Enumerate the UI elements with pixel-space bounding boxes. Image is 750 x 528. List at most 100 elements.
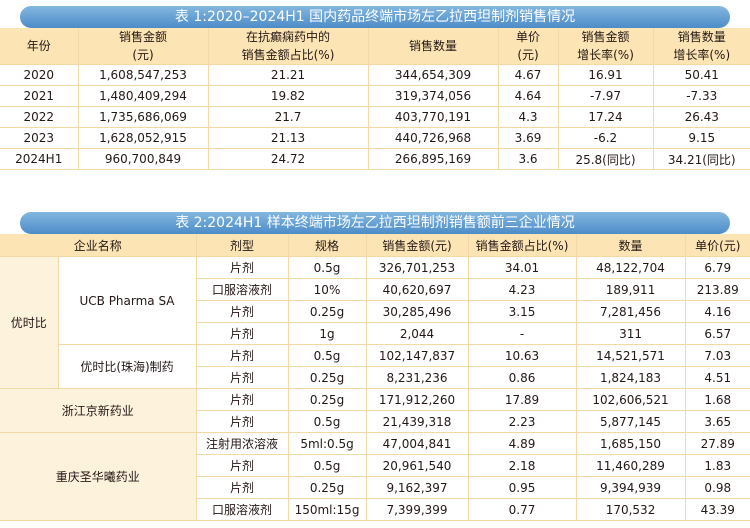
table-cell: 7,281,456 [575,300,686,323]
table-cell: 口服溶液剂 [196,498,289,521]
t2-header-quantity: 数量 [575,234,686,257]
t2-header-price: 单价(元) [684,234,750,257]
table-row: 2020 1,608,547,253 21.21 344,654,309 4.67 16.… [0,64,750,86]
table-cell: 片剂 [196,476,289,499]
t1-header-line: 增长率(%) [577,48,634,62]
table-cell: 30,285,496 [365,300,469,323]
table-cell: - [467,322,577,345]
table-cell: 21,439,318 [365,410,469,433]
table-cell: 1,824,183 [575,366,686,389]
table-cell: 25.8(同比) [557,148,654,170]
t1-header-cell: 销售金额增长率(%) [557,28,654,65]
table-cell: 0.25g [287,300,367,323]
t1-header-cell: 单价 (元) [497,28,559,65]
t2-header-spec: 规格 [287,234,367,257]
table-cell: 17.24 [557,106,654,128]
table-cell: 0.25g [287,388,367,411]
table-cell: 960,700,849 [77,148,209,170]
table-row: 2022 1,735,686,069 21.7 403,770,191 4.3 17.24… [0,106,750,128]
table-row: 2021 1,480,409,294 19.82 319,374,056 4.64 -7.… [0,85,750,107]
table-cell: 4.23 [467,278,577,301]
table-cell: 4.67 [497,64,559,86]
company-name-cell: 重庆圣华曦药业 [0,432,197,521]
table-cell: 0.98 [684,476,750,499]
sub-company-cell: UCB Pharma SA [57,256,197,345]
table-cell: 4.89 [467,432,577,455]
table-row: 浙江京新药业 片剂 0.25g 171,912,260 17.89 102,606,521… [0,388,750,433]
company-name-cell: 优时比 [0,256,59,389]
table-cell: 0.95 [467,476,577,499]
table-cell: 1,608,547,253 [77,64,209,86]
t2-header-company: 企业名称 [0,234,197,257]
table-cell: 19.82 [207,85,369,107]
table1-title: 表 1:2020–2024H1 国内药品终端市场左乙拉西坦制剂销售情况 [20,6,730,28]
table-cell: 1g [287,322,367,345]
t1-header-cell: 销售金额 (元) [77,28,209,65]
table-cell: 14,521,571 [575,344,686,367]
t1-header-line: 增长率(%) [673,48,731,62]
t1-header-line: 销售金额 [581,30,630,44]
year-cell: 2024H1 [0,148,79,170]
t1-header-line: (元) [132,48,154,62]
table-cell: 40,620,697 [365,278,469,301]
t2-header-sales: 销售金额(元) [365,234,469,257]
table-cell: 2.23 [467,410,577,433]
table-cell: 24.72 [207,148,369,170]
table-cell: 8,231,236 [365,366,469,389]
table-cell: 1,685,150 [575,432,686,455]
table-cell: 170,532 [575,498,686,521]
t1-header-cell: 销售数量增长率(%) [652,28,750,65]
table-cell: 171,912,260 [365,388,469,411]
table-cell: 9,162,397 [365,476,469,499]
table-cell: 10.63 [467,344,577,367]
table-cell: 9,394,939 [575,476,686,499]
table-cell: 26.43 [652,106,750,128]
table2: 企业名称 剂型 规格 销售金额(元) 销售金额占比(%) 数量 单价(元) 优时… [0,234,750,521]
table-cell: -7.33 [652,85,750,107]
table-cell: 344,654,309 [367,64,499,86]
sub-company-cell: 优时比(珠海)制药 [58,344,197,389]
table-cell: 6.57 [684,322,750,345]
t1-header-line: 销售金额占比(%) [241,48,335,62]
year-cell: 2022 [0,106,79,128]
table-cell: -7.97 [557,85,654,107]
table-row: 片剂 0.25g 8,231,236 0.86 1,824,183 4.51 [0,366,750,389]
table-cell: 17.89 [467,388,577,411]
table-cell: 319,374,056 [367,85,499,107]
table-cell: 21.13 [207,127,369,149]
table2-title: 表 2:2024H1 样本终端市场左乙拉西坦制剂销售额前三企业情况 [20,212,730,234]
table-cell: 266,895,169 [367,148,499,170]
t1-header-line: 销售数量 [677,30,726,44]
table-cell: 片剂 [195,344,289,367]
table-cell: 6.79 [684,256,750,279]
year-cell: 2023 [0,127,79,149]
table-cell: 3.6 [497,148,559,170]
table-cell: 102,147,837 [365,344,469,367]
year-cell: 2021 [0,85,79,107]
table-cell: 1.68 [684,388,750,411]
table-cell: 326,701,253 [365,256,469,279]
table-cell: 7.03 [684,344,750,367]
table-cell: 9.15 [652,127,750,149]
table-cell: 102,606,521 [575,388,686,411]
table-cell: 47,004,841 [365,432,469,455]
table-cell: 0.25g [287,366,367,389]
table-row: 片剂 0.25g 9,162,397 0.95 9,394,939 0.98 [0,476,750,499]
table-cell: 5,877,145 [575,410,686,433]
table-row: 优时比(珠海)制药 片剂 0.5g 102,147,837 10.63 14,521,57… [0,344,750,389]
t2-header-form: 剂型 [195,234,289,257]
table-cell: 0.5g [287,344,367,367]
table-row: 优时比 UCB Pharma SA 片剂 0.5g 326,701,253 34.01 48… [0,256,750,389]
table-cell: 口服溶液剂 [196,278,289,301]
table-cell: 片剂 [196,366,289,389]
table-cell: 2.18 [467,454,577,477]
table-cell: 4.16 [684,300,750,323]
table-row: 2024H1 960,700,849 24.72 266,895,169 3.6 25.8… [0,148,750,170]
table-cell: 189,911 [575,278,686,301]
table1: 年份 销售金额 (元) 在抗癫痫药中的 销售金额占比(%) 销售数量 单价 (元) 销售金额 增长… [0,28,750,170]
table-cell: 11,460,289 [575,454,686,477]
table-cell: 440,726,968 [367,127,499,149]
table-cell: 1,628,052,915 [77,127,209,149]
table-cell: 34.21(同比) [652,148,750,170]
table-cell: 片剂 [195,388,289,411]
